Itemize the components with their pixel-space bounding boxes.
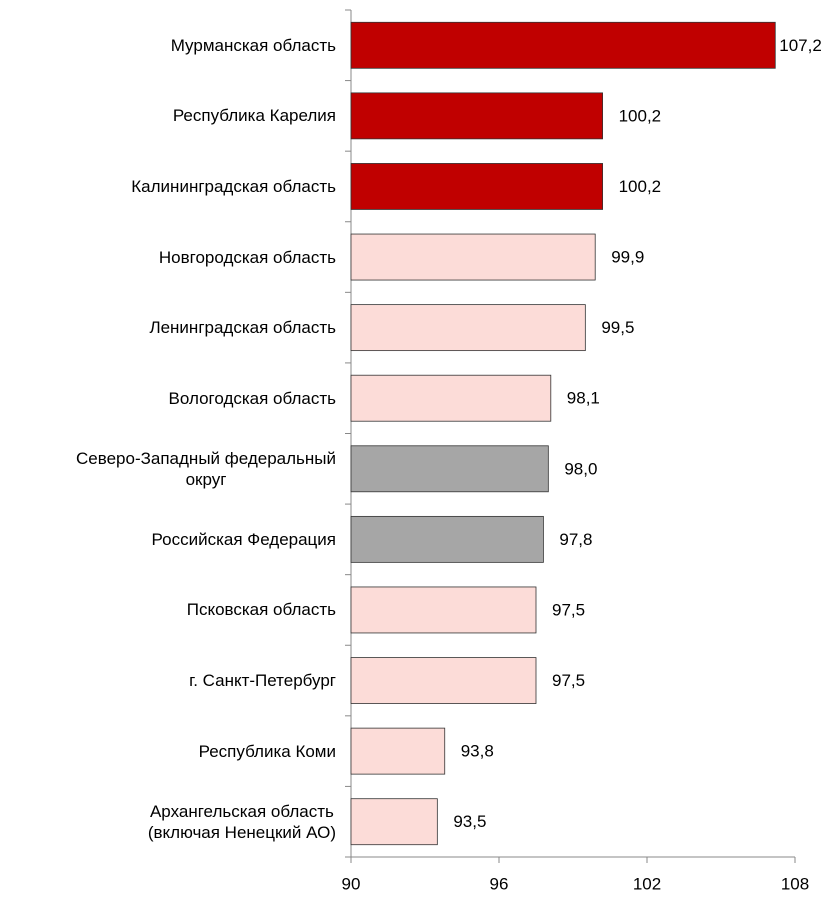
value-label: 100,2 — [619, 106, 662, 125]
category-label: Новгородская область — [0, 222, 336, 293]
value-label: 98,0 — [564, 459, 597, 478]
bar — [350, 163, 604, 210]
category-label: Псковская область — [0, 575, 336, 646]
category-text: Ленинградская область — [149, 318, 336, 338]
category-label: Северо-Западный федеральный округ — [0, 434, 336, 505]
bar — [350, 304, 586, 352]
bar — [350, 798, 438, 846]
bar — [350, 374, 552, 422]
bar — [350, 515, 544, 563]
category-label: Российская Федерация — [0, 504, 336, 575]
x-tick-label: 90 — [342, 874, 361, 893]
category-label: Мурманская область — [0, 10, 336, 81]
bar — [350, 727, 446, 775]
category-text: Республика Коми — [198, 741, 336, 761]
category-label: Республика Коми — [0, 716, 336, 787]
category-text: Вологодская область — [168, 388, 336, 408]
category-label: Вологодская область — [0, 363, 336, 434]
category-label: Калининградская область — [0, 151, 336, 222]
category-label: Республика Карелия — [0, 81, 336, 152]
value-label: 93,5 — [453, 812, 486, 831]
category-text: Северо-Западный федеральный округ — [76, 448, 336, 489]
x-tick-label: 96 — [490, 874, 509, 893]
x-tick-label: 102 — [633, 874, 661, 893]
category-text: Архангельская область (включая Ненецкий … — [147, 801, 336, 842]
category-label: г. Санкт-Петербург — [0, 645, 336, 716]
category-text: Российская Федерация — [151, 529, 336, 549]
category-label: Ленинградская область — [0, 292, 336, 363]
value-label: 97,5 — [552, 671, 585, 690]
category-text: Мурманская область — [170, 35, 336, 55]
category-text: Калининградская область — [131, 176, 336, 196]
bar — [350, 657, 537, 704]
bar — [350, 233, 596, 281]
bar — [350, 445, 549, 493]
value-label: 97,5 — [552, 600, 585, 619]
bar — [350, 92, 604, 140]
value-label: 97,8 — [559, 530, 592, 549]
value-label: 107,2 — [779, 36, 822, 55]
bar — [350, 586, 537, 634]
value-label: 99,5 — [601, 318, 634, 337]
category-text: г. Санкт-Петербург — [189, 671, 336, 691]
bar — [350, 21, 776, 69]
x-tick-label: 108 — [781, 874, 809, 893]
category-text: Республика Карелия — [172, 106, 336, 126]
value-label: 93,8 — [461, 742, 494, 761]
value-label: 100,2 — [619, 177, 662, 196]
value-label: 99,9 — [611, 248, 644, 267]
category-label: Архангельская область (включая Ненецкий … — [0, 786, 336, 857]
category-text: Новгородская область — [158, 247, 336, 267]
category-text: Псковская область — [186, 600, 336, 620]
value-label: 98,1 — [567, 389, 600, 408]
